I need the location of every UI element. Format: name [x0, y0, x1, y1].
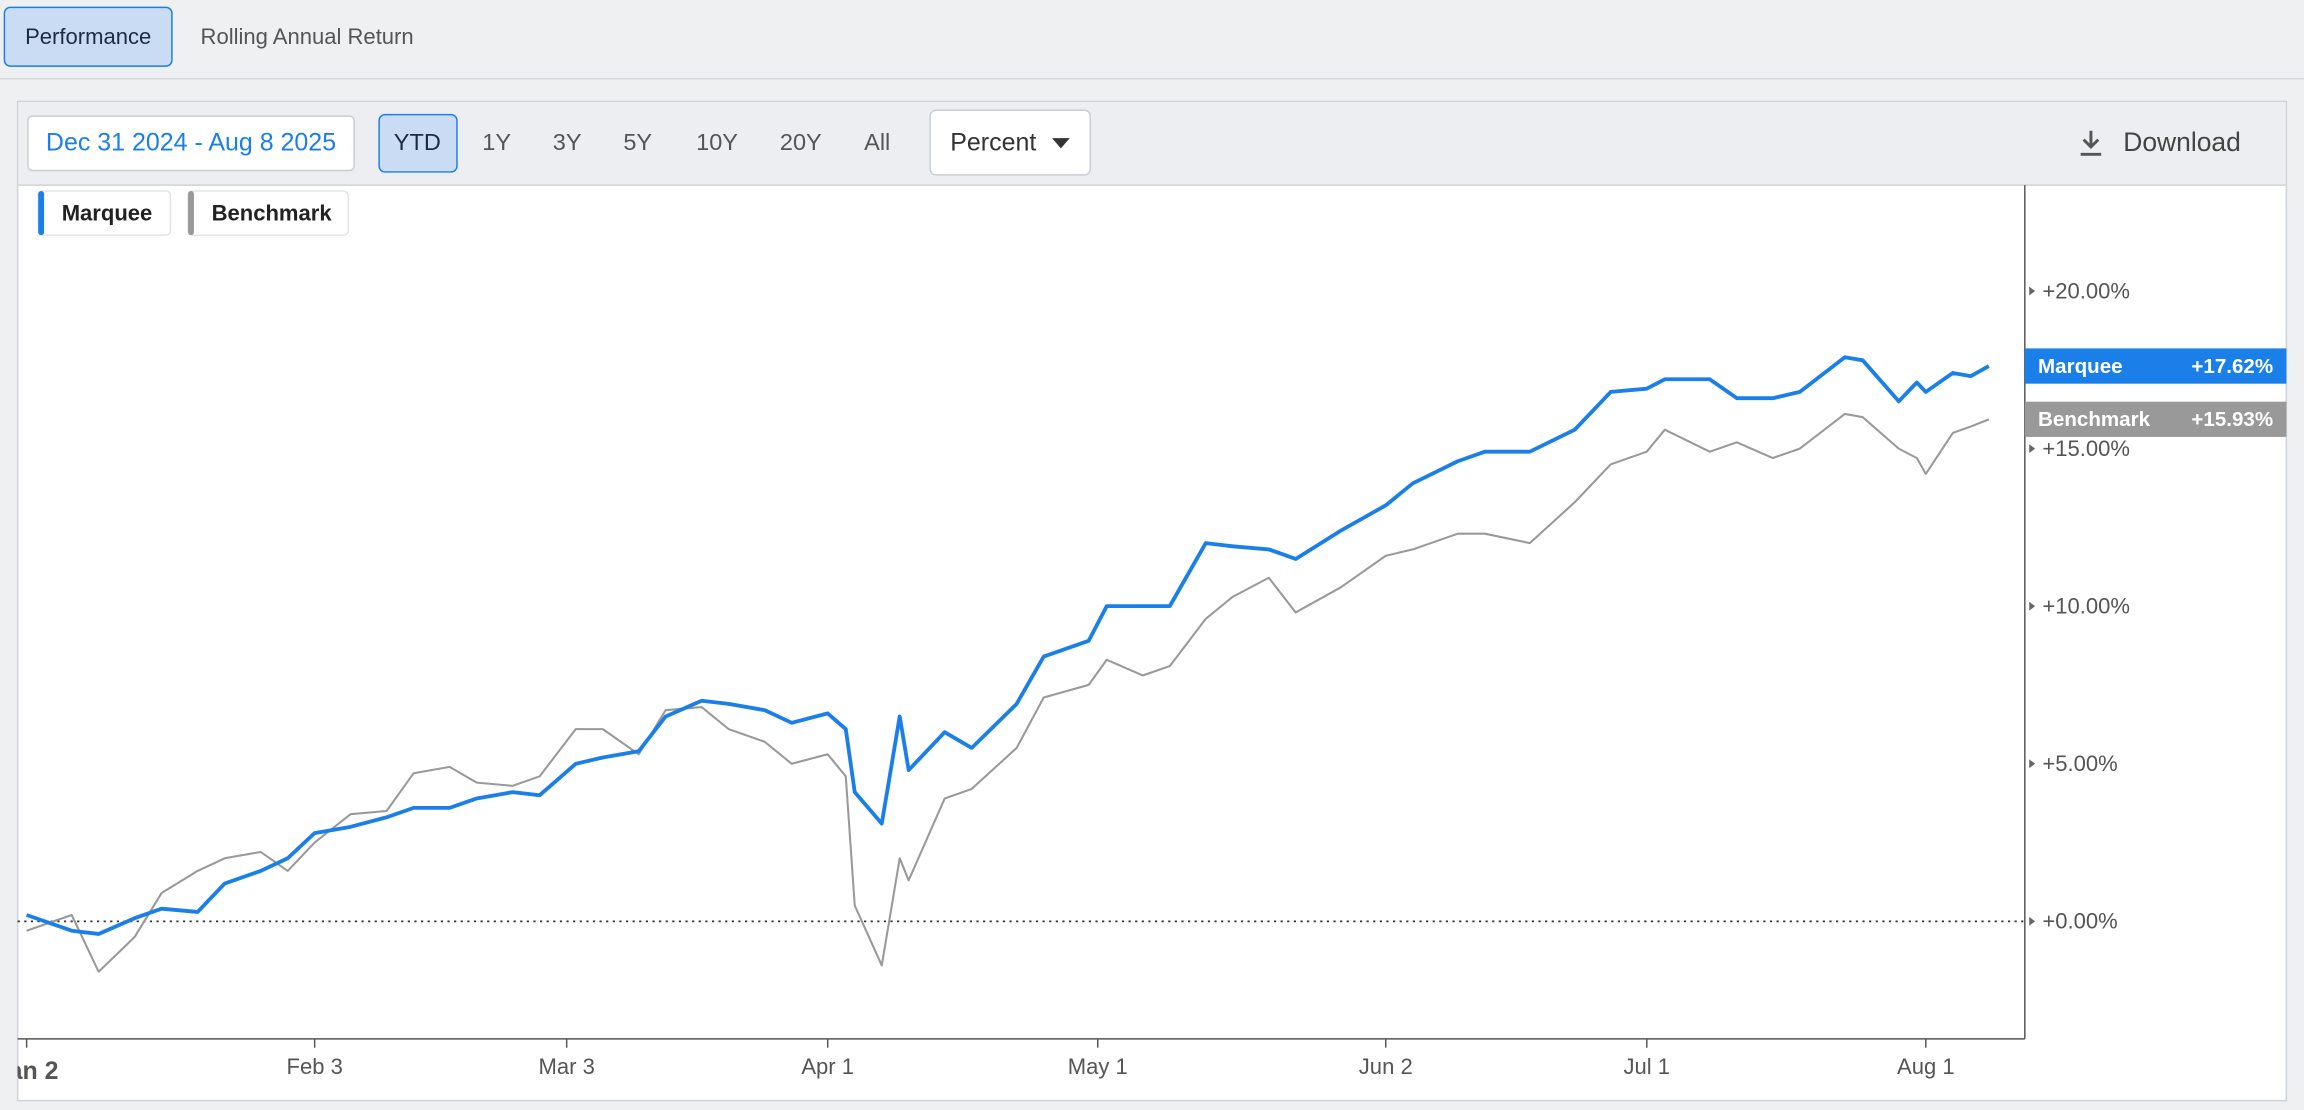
y-tick-label: +20.00%	[2042, 278, 2130, 303]
y-tick-label: +0.00%	[2042, 909, 2117, 934]
y-tick-mark	[2029, 916, 2036, 926]
toolbar	[18, 102, 2286, 186]
period-button[interactable]: 20Y	[780, 129, 822, 155]
series-line	[26, 412, 1990, 973]
plot-area	[25, 355, 1990, 973]
period-button[interactable]: 5Y	[623, 129, 652, 155]
y-tick-mark	[2029, 759, 2036, 769]
period-button[interactable]: YTD	[378, 113, 458, 173]
x-tick-label: Jun 2	[1359, 1054, 1413, 1079]
date-range-button[interactable]: Dec 31 2024 - Aug 8 2025	[27, 115, 355, 172]
tab-bar: Performance Rolling Annual Return	[3, 6, 414, 67]
period-label[interactable]: 3Y	[553, 129, 582, 155]
period-button[interactable]: 3Y	[553, 129, 582, 155]
tab[interactable]: Performance	[3, 6, 173, 67]
end-label-bg	[2024, 348, 2287, 384]
legend-swatch[interactable]	[38, 191, 45, 236]
period-label[interactable]: 5Y	[623, 129, 652, 155]
period-buttons: YTD 1Y 3Y 5Y 10Y 20Y All	[378, 113, 890, 173]
unit-label[interactable]: Percent	[950, 129, 1036, 157]
y-tick-mark	[2029, 601, 2036, 611]
y-tick-label: +5.00%	[2042, 751, 2117, 776]
end-label-bg	[2024, 401, 2287, 437]
x-tick-label: Jan 2	[0, 1057, 59, 1085]
period-label[interactable]: YTD	[394, 129, 441, 155]
y-tick-label: +10.00%	[2042, 593, 2130, 618]
date-range[interactable]: Dec 31 2024 - Aug 8 2025	[46, 129, 336, 157]
date-range-box[interactable]	[27, 115, 355, 172]
legend-item[interactable]: Benchmark	[187, 190, 349, 236]
period-button[interactable]: 1Y	[482, 129, 511, 155]
x-tick-label: Feb 3	[286, 1054, 342, 1079]
tab-label[interactable]: Rolling Annual Return	[201, 24, 414, 49]
end-label-name: Benchmark	[2038, 408, 2151, 431]
series-line	[25, 355, 1990, 936]
x-tick-label: May 1	[1068, 1054, 1128, 1079]
x-tick-label: Mar 3	[539, 1054, 595, 1079]
y-tick-label: +15.00%	[2042, 436, 2130, 461]
download-icon[interactable]	[2080, 130, 2102, 156]
period-label[interactable]: All	[864, 129, 890, 155]
x-tick-labels: Jan 2 Feb 3 Mar 3 Apr 1 May 1 Jun 2 Jul 1 Aug 1	[0, 1054, 1955, 1085]
unit-dropdown[interactable]: Percent	[929, 109, 1092, 176]
tab-label[interactable]: Performance	[25, 24, 151, 49]
period-label[interactable]: 1Y	[482, 129, 511, 155]
download-label[interactable]: Download	[2123, 127, 2241, 157]
unit-box[interactable]	[929, 109, 1092, 176]
period-active-bg[interactable]	[378, 113, 458, 173]
end-label-name: Marquee	[2038, 355, 2123, 378]
legend-label[interactable]: Benchmark	[212, 200, 333, 225]
period-button[interactable]: 10Y	[696, 129, 738, 155]
tab-active-bg[interactable]	[3, 6, 173, 67]
legend-item[interactable]: Marquee	[37, 190, 172, 236]
end-label-value: +15.93%	[2191, 408, 2273, 431]
end-label: Marquee +17.62%	[2024, 348, 2287, 384]
y-tick-mark	[2029, 286, 2036, 296]
dropdown-arrow	[1052, 138, 1070, 149]
period-label[interactable]: 10Y	[696, 129, 738, 155]
x-tick-label: Jul 1	[1624, 1054, 1671, 1079]
chart: +0.00% +5.00% +10.00% +15.00% +20.00% Jan 2 Fe…	[0, 185, 2287, 1085]
x-tick-label: Aug 1	[1897, 1054, 1955, 1079]
download-button[interactable]: Download	[2080, 127, 2241, 157]
legend-label[interactable]: Marquee	[62, 200, 153, 225]
period-label[interactable]: 20Y	[780, 129, 822, 155]
tab[interactable]: Rolling Annual Return	[201, 24, 414, 49]
x-tick-label: Apr 1	[801, 1054, 854, 1079]
y-tick-mark	[2029, 444, 2036, 454]
end-label: Benchmark +15.93%	[2024, 401, 2287, 437]
period-button[interactable]: All	[864, 129, 890, 155]
legend-swatch[interactable]	[188, 191, 194, 236]
panel	[16, 100, 2288, 1102]
end-label-value: +17.62%	[2191, 355, 2273, 378]
